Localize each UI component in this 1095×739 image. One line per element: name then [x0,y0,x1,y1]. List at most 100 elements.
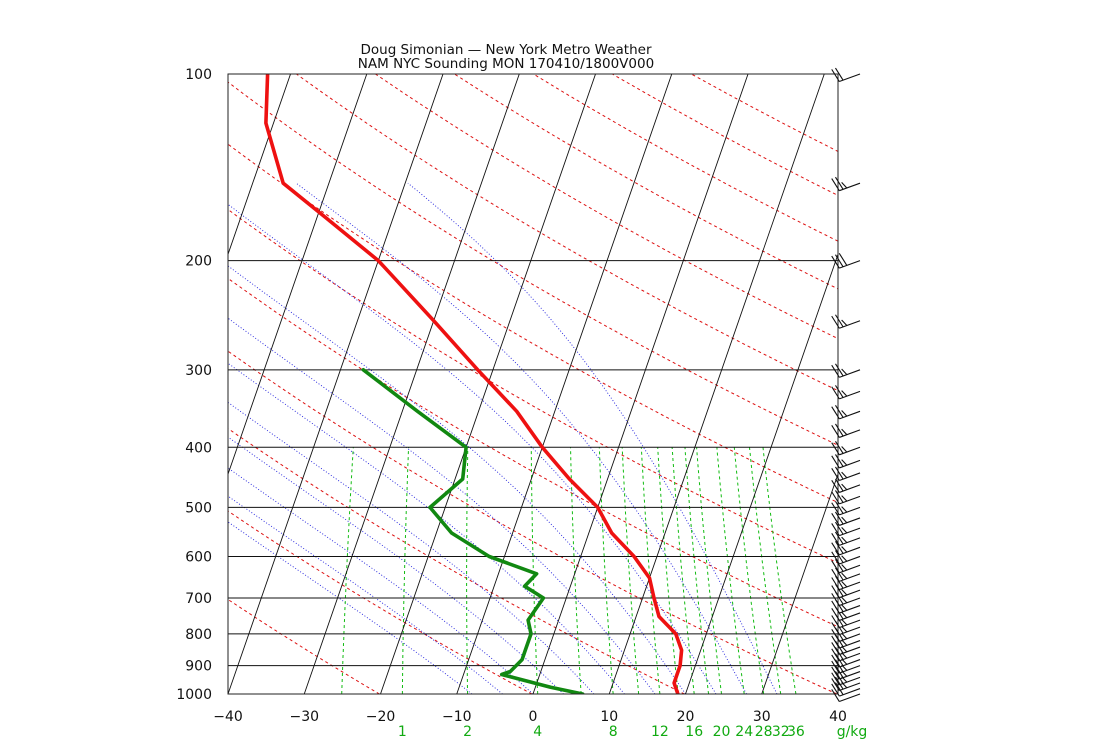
temperature-tick-label: −20 [366,709,396,725]
wind-barb-feather [831,678,840,691]
wind-barb [831,454,861,469]
mixing-ratio-line [684,447,710,694]
wind-barb-feather [841,618,848,626]
wind-barb-feather [841,625,848,633]
wind-barb-staff [839,619,861,629]
wind-barb [831,559,861,574]
wind-barb [831,531,861,546]
wind-barb [831,567,861,582]
wind-barb-staff [839,646,861,656]
pressure-tick-label: 100 [185,67,212,83]
wind-barb-feather [841,572,848,579]
mixing-ratio-label: 24 [735,724,753,739]
wind-barb-feather [831,585,840,598]
wind-barb-feather [831,406,840,420]
wind-barb-staff [839,390,861,400]
wind-barb-staff [839,320,861,329]
mixing-ratio-line [621,447,640,694]
wind-barb-feather [835,521,844,535]
wind-barb [831,550,861,565]
dewpoint-trace [361,368,585,694]
wind-barb-feather [841,526,848,534]
wind-barb-feather [831,513,840,526]
wind-barb [831,363,861,378]
wind-barb-staff [839,605,861,614]
wind-barb-staff [839,546,861,556]
temperature-tick-label: 20 [677,709,695,725]
wind-barb-feather [831,532,840,546]
wind-barb-feather [835,314,844,328]
wind-barb [831,659,861,674]
wind-barb-feather [841,611,848,619]
wind-barb-feather [841,428,848,436]
wind-barb-feather [841,596,848,604]
wind-barb-staff [839,589,861,599]
wind-barb-staff [839,537,861,546]
wind-barb-staff [839,260,861,269]
isotherm-line [228,74,291,256]
isotherm-line [608,74,825,694]
wind-barb [831,253,861,269]
wind-barb-staff [839,659,861,668]
wind-barb-staff [839,693,861,703]
wind-barb-feather [835,466,844,480]
moist-adiabat-line [228,362,625,694]
wind-barb-feather [831,683,840,697]
wind-barb-feather [835,665,844,678]
wind-barb-feather [831,689,840,702]
wind-barb [831,478,861,493]
temperature-tick-label: −10 [442,709,472,725]
pressure-tick-label: 900 [185,659,212,675]
pressure-tick-label: 800 [185,627,212,643]
pressure-tick-label: 500 [185,500,212,516]
mixing-ratio-label: 4 [533,724,542,739]
dry-adiabat-line [296,74,838,392]
temperature-tick-label: 40 [829,709,847,725]
wind-barb-feather [841,604,848,611]
wind-barb-feather [838,253,848,266]
wind-barb-feather [831,615,840,628]
isotherm-line [0,74,138,694]
wind-barb-staff [839,369,861,378]
pressure-tick-label: 300 [185,363,212,379]
wind-barb [831,689,861,703]
wind-barb-feather [841,446,848,453]
wind-barb-feather [831,654,840,668]
dry-adiabat-line [228,143,838,504]
mixing-ratio-line [696,447,722,694]
wind-barb-feather [831,502,840,516]
isotherm-line [228,74,444,694]
mixing-ratio-unit: g/kg [837,724,868,739]
wind-barb-staff [839,495,861,505]
isotherm-line [228,74,368,476]
wind-barb-feather [841,495,848,502]
wind-barb [831,583,861,599]
wind-barb-feather [831,386,840,400]
wind-barb-staff [839,506,861,516]
temperature-tick-label: −40 [213,709,243,725]
dry-adiabat-line [375,74,838,340]
wind-barb [831,314,861,329]
temperature-tick-label: 10 [600,709,618,725]
wind-barb-feather [835,682,844,696]
moist-adiabat-line [295,182,747,694]
wind-barb [831,441,861,456]
mixing-ratio-label: 32 [772,724,790,739]
wind-barb [831,385,861,400]
pressure-tick-label: 700 [185,591,212,607]
wind-barb-feather [841,536,848,544]
wind-barb-staff [839,626,861,636]
wind-barb-feather [831,648,840,662]
isotherm-line [303,74,520,694]
moist-adiabat-line [228,401,595,694]
wind-barb-staff [839,581,861,591]
wind-barb [831,423,861,438]
wind-barb-feather [835,490,844,503]
dry-adiabat-line [454,74,838,290]
wind-barb-feather [835,659,844,673]
wind-barb [831,511,861,526]
wind-barb-feather [831,178,840,191]
mixing-ratio-line [598,447,614,694]
wind-barb-feather [835,567,844,581]
